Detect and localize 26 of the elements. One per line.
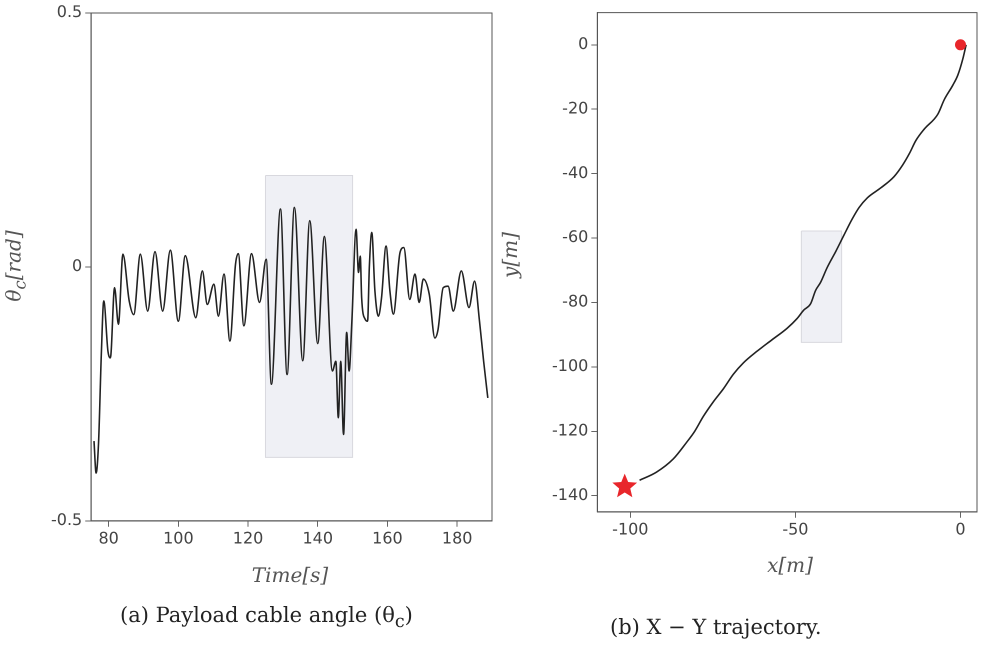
x-axis-title: x[m] [767,553,813,577]
y-tick-label: 0 [578,34,588,53]
y-tick-label: -20 [562,98,588,118]
line-series [93,206,489,474]
x-tick-label: 160 [372,528,403,548]
x-tick-label: -100 [612,520,648,539]
y-tick-label: -100 [552,356,588,376]
x-tick-label: -50 [782,520,808,539]
y-tick-label: -140 [552,484,588,504]
y-tick-label: -0.5 [51,510,82,529]
text: (b) X − Y trajectory. [610,615,822,639]
y-tick-label: 0.5 [56,2,82,22]
y-axis-title: y[m] [498,232,522,278]
x-tick-label: 80 [98,528,119,548]
x-axis-title: Time[s] [252,563,328,587]
y-tick-label: -40 [562,162,588,182]
x-tick-label: 180 [442,528,472,548]
y-tick-label: -80 [562,292,588,311]
x-tick-label: 0 [955,520,966,539]
y-tick-label: -120 [552,420,588,440]
x-tick-label: 140 [302,528,334,548]
y-tick-label: 0 [72,256,82,276]
x-tick-label: 120 [232,528,264,548]
x-tick-label: 100 [163,528,194,548]
y-tick-label: -60 [562,227,588,246]
text: (a) Payload cable angle (θ$_{c}$) [120,603,413,632]
